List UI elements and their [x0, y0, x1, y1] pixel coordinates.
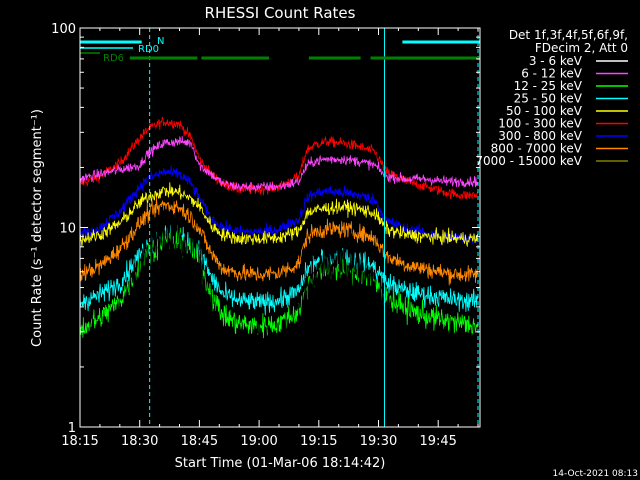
legend-label-7: 800 - 7000 keV [491, 142, 583, 156]
x-tick-label-4: 19:15 [300, 434, 337, 449]
trace-50-100-kev [79, 182, 479, 248]
chart-title: RHESSI Count Rates [205, 4, 356, 22]
trace-800-7000-kev [79, 197, 479, 286]
rd0-label: RD0 [138, 44, 159, 55]
rd6-label: RD6 [103, 53, 124, 64]
legend-label-2: 12 - 25 keV [514, 79, 583, 93]
y-tick-label-1: 10 [59, 222, 76, 237]
footer-timestamp: 14-Oct-2021 08:13 [553, 469, 638, 479]
legend-label-3: 25 - 50 keV [514, 92, 583, 106]
y-tick-label-2: 100 [51, 22, 76, 37]
legend-header-line-1: Det 1f,3f,4f,5f,6f,9f, [509, 28, 628, 42]
x-axis-label: Start Time (01-Mar-06 18:14:42) [175, 456, 386, 471]
legend-label-8: 7000 - 15000 keV [475, 154, 582, 168]
legend-label-5: 100 - 300 keV [498, 117, 582, 131]
legend-label-1: 6 - 12 keV [521, 67, 583, 81]
legend-header-line-2: FDecim 2, Att 0 [535, 41, 628, 55]
axes: 18:15 18:30 18:45 19:00 19:15 19:30 19:45 1 10 10… [51, 22, 480, 449]
trace-3-6-kev [79, 205, 479, 388]
legend-label-6: 300 - 800 keV [498, 129, 582, 143]
x-tick-label-2: 18:45 [181, 434, 218, 449]
trace-6-12-kev [79, 135, 479, 193]
legend-label-4: 50 - 100 keV [506, 104, 583, 118]
legend: Det 1f,3f,4f,5f,6f,9f, FDecim 2, Att 0 3… [475, 28, 628, 168]
x-tick-label-0: 18:15 [61, 434, 98, 449]
x-tick-label-6: 19:45 [419, 434, 456, 449]
series-traces [79, 116, 479, 388]
legend-label-0: 3 - 6 keV [529, 54, 583, 68]
y-axis-label: Count Rate (s⁻¹ detector segment⁻¹) [30, 109, 45, 347]
x-tick-label-3: 19:00 [240, 434, 277, 449]
x-tick-label-1: 18:30 [121, 434, 158, 449]
n-label: N [157, 36, 164, 47]
x-tick-label-5: 19:30 [360, 434, 397, 449]
y-tick-label-0: 1 [68, 421, 76, 436]
